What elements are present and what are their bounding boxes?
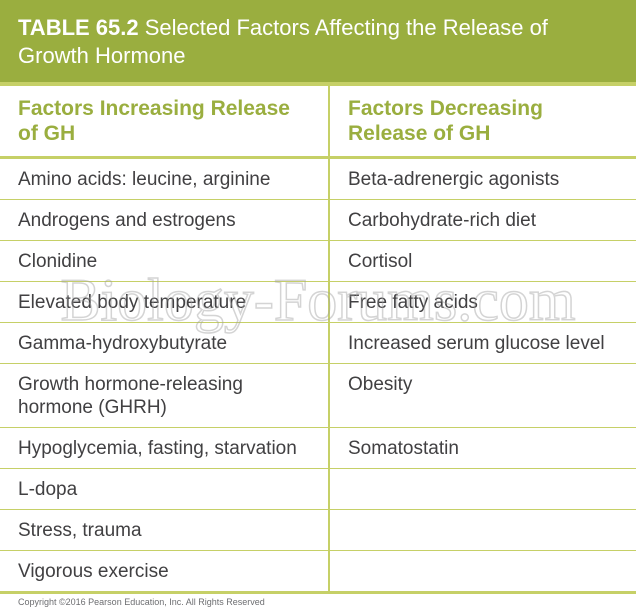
cell-increasing: Clonidine — [0, 241, 330, 281]
table-row: Growth hormone-releasing hormone (GHRH) … — [0, 364, 636, 428]
cell-decreasing: Carbohydrate-rich diet — [330, 200, 636, 240]
table-row: Hypoglycemia, fasting, starvation Somato… — [0, 428, 636, 469]
cell-decreasing — [330, 469, 636, 509]
table-row: Clonidine Cortisol — [0, 241, 636, 282]
table-title-block: TABLE 65.2 Selected Factors Affecting th… — [0, 0, 636, 82]
table-row: L-dopa — [0, 469, 636, 510]
cell-increasing: Elevated body temperature — [0, 282, 330, 322]
cell-decreasing: Somatostatin — [330, 428, 636, 468]
cell-increasing: L-dopa — [0, 469, 330, 509]
cell-decreasing: Beta-adrenergic agonists — [330, 159, 636, 199]
cell-decreasing: Cortisol — [330, 241, 636, 281]
table-row: Amino acids: leucine, arginine Beta-adre… — [0, 159, 636, 200]
cell-increasing: Stress, trauma — [0, 510, 330, 550]
cell-decreasing: Obesity — [330, 364, 636, 427]
copyright-text: Copyright ©2016 Pearson Education, Inc. … — [0, 594, 636, 607]
table-row: Vigorous exercise — [0, 551, 636, 594]
table-row: Androgens and estrogens Carbohydrate-ric… — [0, 200, 636, 241]
cell-decreasing — [330, 551, 636, 591]
table-header-row: Factors Increasing Release of GH Factors… — [0, 82, 636, 159]
cell-increasing: Growth hormone-releasing hormone (GHRH) — [0, 364, 330, 427]
cell-decreasing: Increased serum glucose level — [330, 323, 636, 363]
cell-increasing: Amino acids: leucine, arginine — [0, 159, 330, 199]
table-body: Amino acids: leucine, arginine Beta-adre… — [0, 159, 636, 594]
column-header-increasing: Factors Increasing Release of GH — [0, 86, 330, 156]
table-row: Elevated body temperature Free fatty aci… — [0, 282, 636, 323]
cell-decreasing: Free fatty acids — [330, 282, 636, 322]
cell-increasing: Vigorous exercise — [0, 551, 330, 591]
cell-increasing: Gamma-hydroxybutyrate — [0, 323, 330, 363]
cell-increasing: Hypoglycemia, fasting, starvation — [0, 428, 330, 468]
table-number: TABLE 65.2 — [18, 15, 139, 40]
table-row: Stress, trauma — [0, 510, 636, 551]
table-row: Gamma-hydroxybutyrate Increased serum gl… — [0, 323, 636, 364]
column-header-decreasing: Factors Decreasing Release of GH — [330, 86, 636, 156]
table-container: TABLE 65.2 Selected Factors Affecting th… — [0, 0, 636, 600]
cell-decreasing — [330, 510, 636, 550]
cell-increasing: Androgens and estrogens — [0, 200, 330, 240]
